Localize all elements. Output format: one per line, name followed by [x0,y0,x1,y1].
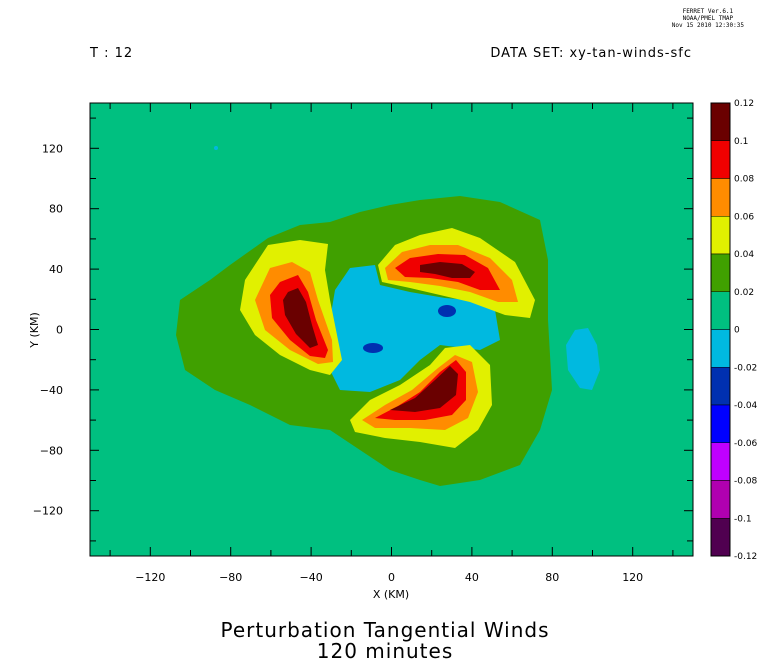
colorbar-swatch [710,216,731,255]
y-tick-label: 120 [42,142,63,155]
east-negative-patch [566,328,600,390]
x-tick-label: 120 [622,571,643,584]
colorbar-label: 0.04 [734,250,754,260]
y-tick-label: −120 [33,505,63,518]
colorbar-label: -0.06 [734,439,758,449]
colorbar-swatch [710,367,731,406]
colorbar-label: 0.08 [734,175,754,185]
x-tick-label: 0 [388,571,395,584]
colorbar-label: 0.1 [734,137,748,147]
y-tick-label: −80 [40,444,63,457]
x-axis-label: X (KM) [373,588,409,601]
y-tick-label: −40 [40,384,63,397]
colorbar-swatch [710,178,731,217]
colorbar-swatch [710,518,731,557]
colorbar-swatch [710,291,731,330]
y-axis-label: Y (KM) [28,312,41,349]
x-tick-label: −40 [299,571,322,584]
left-lobe-010 [283,288,318,348]
center-negative-core-2 [363,343,383,353]
colorbar-swatch [710,480,731,519]
colorbar-swatch [710,442,731,481]
stamp-line-2: NOAA/PMEL TMAP [682,15,734,22]
y-tick-label: 80 [49,203,63,216]
chart-title: Perturbation Tangential Winds [220,618,550,642]
stamp-line-3: Nov 15 2010 12:30:35 [671,22,744,29]
colorbar-label: -0.12 [734,552,757,562]
time-label: T : 12 [90,46,134,61]
colorbar-label: 0.06 [734,212,754,222]
colorbar-swatch [710,404,731,443]
chart-subtitle: 120 minutes [316,639,454,663]
colorbar-swatch [710,329,731,368]
colorbar-label: 0 [734,326,740,336]
center-negative-core-1 [438,305,456,317]
colorbar-label: -0.1 [734,514,752,524]
tiny-negative-dot [214,146,218,150]
stamp-line-1: FERRET Ver.6.1 [682,8,734,15]
axes: −120 −80 −40 0 40 80 120 120 80 40 0 −40 −80 −120 [33,103,693,584]
colorbar: 0.12 0.1 0.08 0.06 0.04 0.02 0 -0.02 -0.04 -0.06 -… [710,99,758,562]
x-tick-label: −120 [135,571,165,584]
y-tick-label: 0 [56,324,63,337]
x-tick-label: 80 [545,571,559,584]
bottom-lobe-010 [390,366,458,412]
colorbar-label: 0.02 [734,288,754,298]
contour-fields [176,146,600,486]
colorbar-swatch [710,253,731,292]
colorbar-label: -0.02 [734,363,757,373]
colorbar-label: -0.04 [734,401,758,411]
colorbar-label: -0.08 [734,477,758,487]
colorbar-swatch [710,102,731,141]
dataset-label: DATA SET: xy-tan-winds-sfc [490,46,692,61]
colorbar-label: 0.12 [734,99,754,109]
center-negative-region [330,265,500,392]
top-lobe-010 [420,262,475,278]
colorbar-swatch [710,140,731,179]
colorbar-frame [710,102,731,557]
x-tick-label: 40 [465,571,479,584]
y-tick-label: 40 [49,263,63,276]
x-tick-label: −80 [219,571,242,584]
ferret-stamp: FERRET Ver.6.1 NOAA/PMEL TMAP Nov 15 201… [672,8,744,29]
